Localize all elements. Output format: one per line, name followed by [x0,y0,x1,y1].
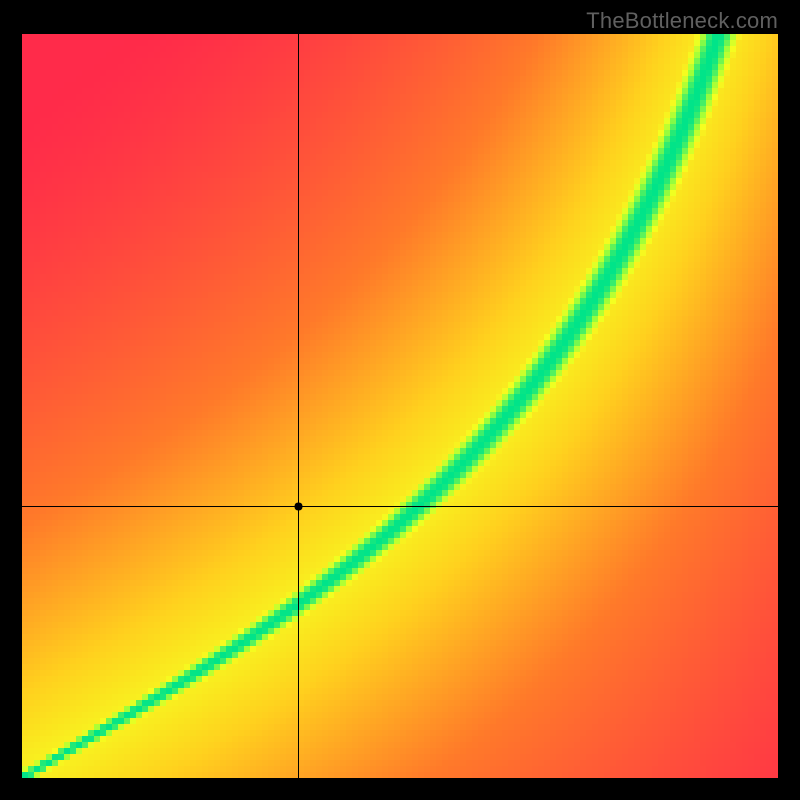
heatmap-canvas [22,34,778,778]
watermark: TheBottleneck.com [586,8,778,34]
plot-area [22,34,778,778]
chart-container: TheBottleneck.com [0,0,800,800]
